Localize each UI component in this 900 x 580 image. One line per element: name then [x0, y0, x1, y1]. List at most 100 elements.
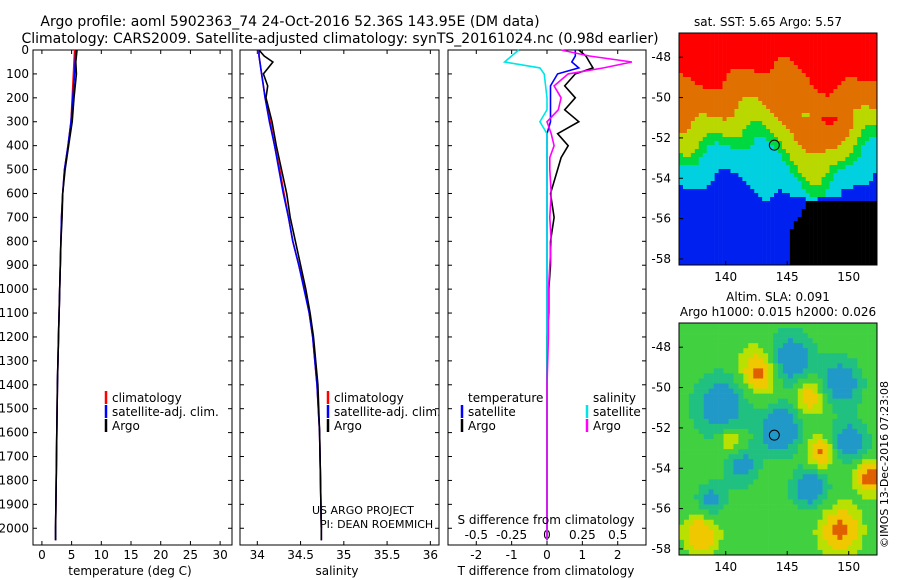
- sla-cell: [743, 383, 749, 389]
- sla-cell: [773, 514, 779, 520]
- sla-cell: [738, 348, 744, 354]
- sst-cell: [849, 105, 854, 110]
- sst-cell: [781, 201, 787, 206]
- sst-cell: [849, 69, 854, 74]
- sst-cell: [853, 197, 858, 202]
- sst-cell: [694, 93, 700, 98]
- sst-cell: [841, 233, 846, 238]
- sla-cell: [698, 428, 705, 435]
- sst-cell: [778, 261, 783, 265]
- sst-cell: [750, 253, 755, 258]
- sst-cell: [781, 89, 787, 94]
- sst-cell: [781, 137, 787, 142]
- sla-cell: [827, 534, 833, 541]
- sst-cell: [742, 205, 747, 210]
- sla-cell: [718, 333, 724, 339]
- sst-cell: [821, 165, 826, 170]
- sst-cell: [781, 237, 787, 242]
- sst-cell: [817, 57, 822, 62]
- sst-cell: [766, 65, 771, 70]
- sla-cell: [837, 418, 843, 425]
- sla-cell: [797, 504, 804, 510]
- sst-cell: [793, 157, 799, 162]
- sla-cell: [723, 484, 729, 490]
- sst-cell: [762, 245, 767, 250]
- sst-cell: [734, 253, 739, 258]
- sst-cell: [817, 121, 822, 126]
- sst-cell: [750, 125, 755, 130]
- sst-cell: [770, 257, 775, 262]
- sst-cell: [682, 33, 688, 38]
- sst-cell: [781, 205, 787, 210]
- sla-cell: [817, 479, 823, 485]
- sla-cell: [787, 529, 794, 536]
- sst-cell: [690, 189, 696, 194]
- sst-cell: [682, 65, 688, 70]
- sla-cell: [683, 469, 690, 475]
- sst-cell: [702, 89, 708, 94]
- sst-cell: [817, 253, 822, 258]
- sst-cell: [813, 209, 818, 214]
- sla-cell: [693, 373, 700, 379]
- sst-cell: [714, 257, 719, 262]
- sla-cell: [807, 484, 813, 490]
- sla-cell: [723, 328, 729, 334]
- sla-cell: [802, 333, 808, 339]
- sla-cell: [837, 393, 843, 399]
- sla-cell: [787, 403, 794, 410]
- sla-cell: [827, 338, 833, 344]
- sst-cell: [821, 89, 826, 94]
- sst-cell: [849, 193, 854, 198]
- sst-cell: [690, 41, 696, 46]
- sla-cell: [728, 383, 734, 389]
- sst-cell: [730, 93, 735, 98]
- sla-cell: [812, 544, 818, 551]
- sst-cell: [797, 213, 803, 218]
- sst-cell: [845, 205, 850, 210]
- lon-tick-label: 145: [776, 270, 799, 284]
- sst-cell: [845, 193, 850, 198]
- sla-cell: [827, 509, 833, 515]
- sst-cell: [813, 45, 818, 50]
- sla-cell: [703, 529, 709, 536]
- sst-cell: [821, 201, 826, 206]
- sst-cell: [817, 37, 822, 42]
- sst-cell: [706, 189, 711, 194]
- sst-cell: [702, 181, 708, 186]
- sst-cell: [873, 153, 877, 158]
- sla-cell: [768, 418, 774, 425]
- sst-cell: [861, 225, 866, 230]
- sla-cell: [683, 423, 690, 430]
- sla-cell: [852, 333, 858, 339]
- sst-cell: [722, 97, 727, 102]
- sst-cell: [845, 165, 850, 170]
- sst-cell: [861, 37, 866, 42]
- sst-cell: [690, 241, 696, 246]
- sla-cell: [728, 433, 734, 440]
- sst-cell: [813, 225, 818, 230]
- sla-cell: [698, 373, 705, 379]
- sst-cell: [750, 117, 755, 122]
- sst-cell: [845, 189, 850, 194]
- sst-cell: [726, 225, 731, 230]
- sst-cell: [813, 233, 818, 238]
- sst-cell: [845, 53, 850, 58]
- sst-cell: [841, 117, 846, 122]
- sst-cell: [754, 61, 759, 66]
- sla-cell: [738, 524, 744, 531]
- sst-cell: [694, 105, 700, 110]
- sla-cell: [847, 328, 853, 334]
- sla-cell: [753, 494, 759, 500]
- sla-cell: [773, 459, 779, 465]
- sla-cell: [773, 398, 779, 404]
- sst-cell: [805, 145, 810, 150]
- sst-cell: [742, 249, 747, 254]
- lat-tick-label: -48: [651, 50, 671, 64]
- sst-cell: [857, 149, 862, 154]
- sst-cell: [789, 133, 795, 138]
- sst-cell: [682, 129, 688, 134]
- sst-cell: [742, 233, 747, 238]
- sst-cell: [726, 33, 731, 38]
- sst-cell: [738, 161, 743, 166]
- sla-cell: [718, 323, 724, 329]
